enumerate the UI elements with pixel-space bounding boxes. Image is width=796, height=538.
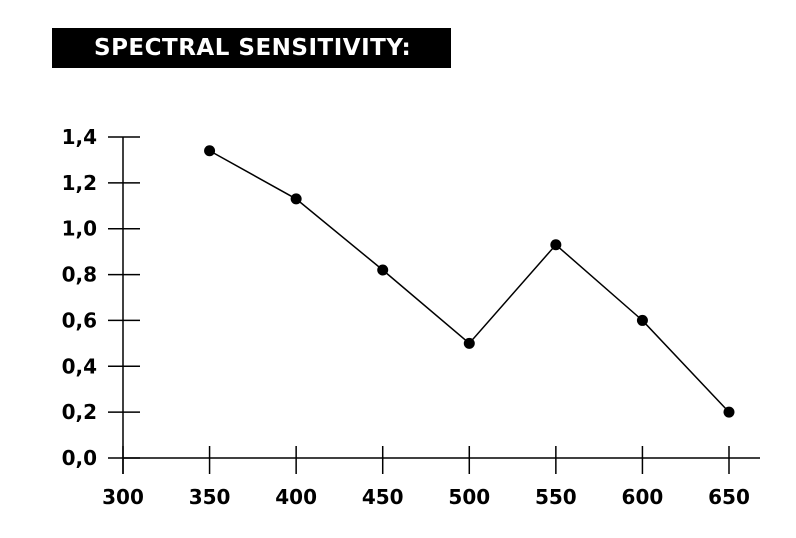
x-tick-label: 650 <box>708 485 750 509</box>
data-point <box>723 406 735 418</box>
y-tick-label: 0,8 <box>62 263 97 287</box>
x-tick-label: 300 <box>102 485 144 509</box>
series-line <box>209 150 730 413</box>
y-tick-label: 1,0 <box>62 217 97 241</box>
chart-title: SPECTRAL SENSITIVITY: <box>94 35 412 61</box>
data-point <box>290 193 302 205</box>
x-tick-label: 550 <box>535 485 577 509</box>
data-point <box>204 145 216 157</box>
data-point <box>377 264 389 276</box>
x-tick-label: 500 <box>448 485 490 509</box>
series-layer <box>204 145 735 418</box>
x-tick-label: 350 <box>189 485 231 509</box>
data-point <box>550 239 562 251</box>
chart-title-banner: SPECTRAL SENSITIVITY: <box>52 28 451 68</box>
y-tick-label: 1,4 <box>62 125 97 149</box>
x-tick-label: 600 <box>622 485 664 509</box>
y-tick-label: 0,2 <box>62 400 97 424</box>
y-tick-label: 0,0 <box>62 446 97 470</box>
y-tick-label: 0,4 <box>62 354 97 378</box>
data-point <box>636 314 648 326</box>
x-tick-label: 400 <box>275 485 317 509</box>
y-tick-label: 1,2 <box>62 171 97 195</box>
y-tick-label: 0,6 <box>62 308 97 332</box>
axes: 300 350 400 450 500 550 600 650 0,0 0,2 0,4 0,6 0,8 1… <box>62 125 760 509</box>
data-point <box>463 337 475 349</box>
x-tick-label: 450 <box>362 485 404 509</box>
